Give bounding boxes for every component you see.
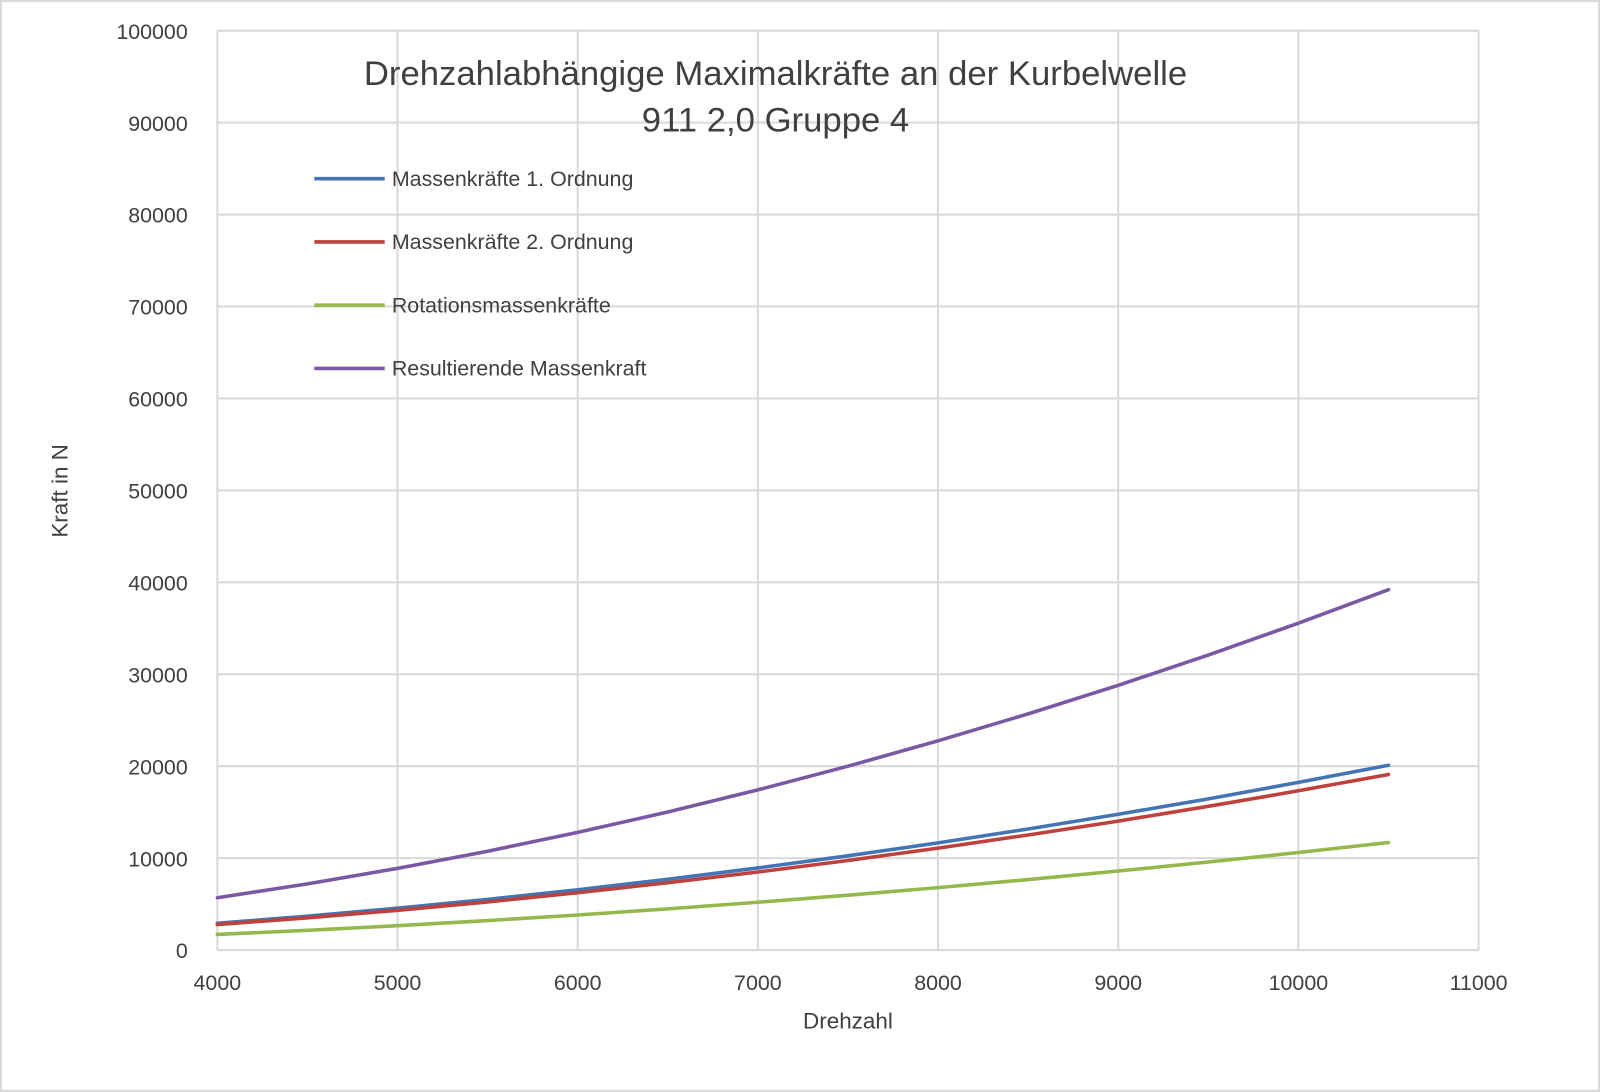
series-lines xyxy=(215,587,1391,937)
x-tick-label: 5000 xyxy=(374,971,422,995)
x-tick-label: 10000 xyxy=(1269,971,1329,995)
y-tick-label: 90000 xyxy=(128,112,188,136)
y-tick-label: 50000 xyxy=(128,480,188,504)
y-tick-label: 0 xyxy=(176,939,188,963)
x-tick-label: 6000 xyxy=(554,971,602,995)
chart-title-line-2: 911 2,0 Gruppe 4 xyxy=(642,102,909,140)
chart-title-line-1: Drehzahlabhängige Maximalkräfte an der K… xyxy=(364,55,1187,93)
y-axis-ticks: 0 10000 20000 30000 40000 50000 60000 70000 8000… xyxy=(116,20,188,963)
x-tick-label: 4000 xyxy=(194,971,242,995)
gridlines xyxy=(216,29,1480,952)
y-tick-label: 60000 xyxy=(128,388,188,412)
y-tick-label: 80000 xyxy=(128,204,188,228)
legend-label: Rotationsmassenkräfte xyxy=(392,293,611,317)
legend: Massenkräfte 1. Ordnung Massenkräfte 2. O… xyxy=(314,167,647,381)
legend-label: Resultierende Massenkraft xyxy=(392,357,647,381)
y-tick-label: 70000 xyxy=(128,296,188,320)
series-line-3 xyxy=(215,840,1391,937)
series-line-4 xyxy=(215,587,1391,900)
legend-label: Massenkräfte 2. Ordnung xyxy=(392,230,634,254)
x-tick-label: 8000 xyxy=(914,971,962,995)
series-line-1 xyxy=(215,763,1391,926)
y-axis-label: Kraft in N xyxy=(47,444,72,538)
y-tick-label: 30000 xyxy=(128,663,188,687)
legend-label: Massenkräfte 1. Ordnung xyxy=(392,167,634,191)
y-tick-label: 10000 xyxy=(128,847,188,871)
x-tick-label: 7000 xyxy=(734,971,782,995)
x-axis-label: Drehzahl xyxy=(803,1009,893,1034)
y-tick-label: 100000 xyxy=(116,20,188,44)
x-tick-label: 11000 xyxy=(1450,971,1508,995)
x-tick-label: 9000 xyxy=(1094,971,1142,995)
y-tick-label: 40000 xyxy=(128,571,188,595)
x-axis-ticks: 4000 5000 6000 7000 8000 9000 10000 11000 xyxy=(194,971,1508,995)
y-tick-label: 20000 xyxy=(128,755,188,779)
series-line-2 xyxy=(215,772,1391,927)
